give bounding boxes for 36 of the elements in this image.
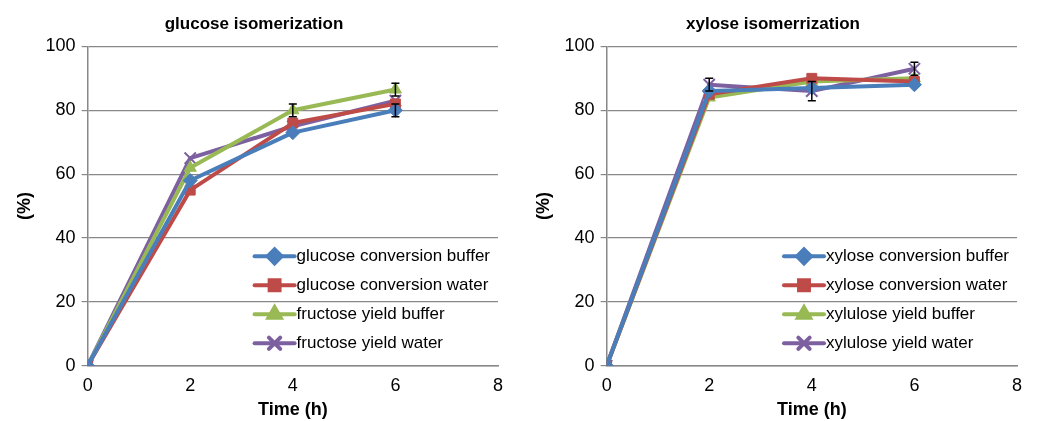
y-tick-label: 20 bbox=[574, 290, 595, 311]
y-tick-label: 100 bbox=[45, 35, 76, 56]
x-tick-label: 6 bbox=[390, 374, 401, 395]
x-tick-label: 2 bbox=[704, 374, 715, 395]
y-tick-label: 80 bbox=[574, 99, 595, 120]
y-tick-label: 40 bbox=[55, 227, 76, 248]
y-axis-title: (%) bbox=[13, 192, 34, 221]
x-tick-label: 8 bbox=[1011, 374, 1023, 395]
x-axis-title: Time (h) bbox=[776, 399, 847, 420]
x-axis-title: Time (h) bbox=[257, 399, 328, 420]
y-axis-title: (%) bbox=[532, 192, 553, 221]
legend-label: xylose conversion water bbox=[825, 274, 1008, 294]
chart-title: xylose isomerrization bbox=[686, 13, 860, 33]
y-tick-label: 60 bbox=[574, 163, 595, 184]
x-tick-label: 2 bbox=[185, 374, 196, 395]
y-tick-label: 60 bbox=[55, 163, 76, 184]
legend-label: xylose conversion buffer bbox=[825, 245, 1010, 265]
y-tick-label: 20 bbox=[55, 290, 76, 311]
x-tick-label: 4 bbox=[287, 374, 298, 395]
y-tick-label: 0 bbox=[584, 354, 595, 375]
legend-label: fructose yield water bbox=[296, 332, 444, 352]
y-tick-label: 40 bbox=[574, 227, 595, 248]
legend-label: xylulose yield buffer bbox=[825, 303, 976, 323]
legend-label: glucose conversion water bbox=[296, 274, 489, 294]
y-tick-label: 0 bbox=[65, 354, 76, 375]
y-tick-label: 80 bbox=[55, 99, 76, 120]
legend-label: glucose conversion buffer bbox=[296, 245, 491, 265]
x-tick-label: 0 bbox=[82, 374, 93, 395]
x-tick-label: 0 bbox=[601, 374, 612, 395]
x-tick-label: 4 bbox=[806, 374, 817, 395]
x-tick-label: 8 bbox=[492, 374, 504, 395]
legend-label: xylulose yield water bbox=[825, 332, 974, 352]
x-tick-label: 6 bbox=[909, 374, 920, 395]
y-tick-label: 100 bbox=[564, 35, 595, 56]
chart-title: glucose isomerization bbox=[164, 13, 344, 33]
legend-label: fructose yield buffer bbox=[296, 303, 445, 323]
